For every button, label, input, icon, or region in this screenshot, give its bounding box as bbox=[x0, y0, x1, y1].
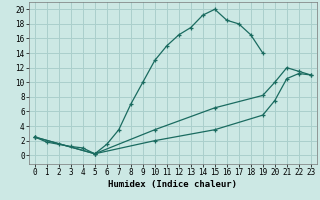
X-axis label: Humidex (Indice chaleur): Humidex (Indice chaleur) bbox=[108, 180, 237, 189]
